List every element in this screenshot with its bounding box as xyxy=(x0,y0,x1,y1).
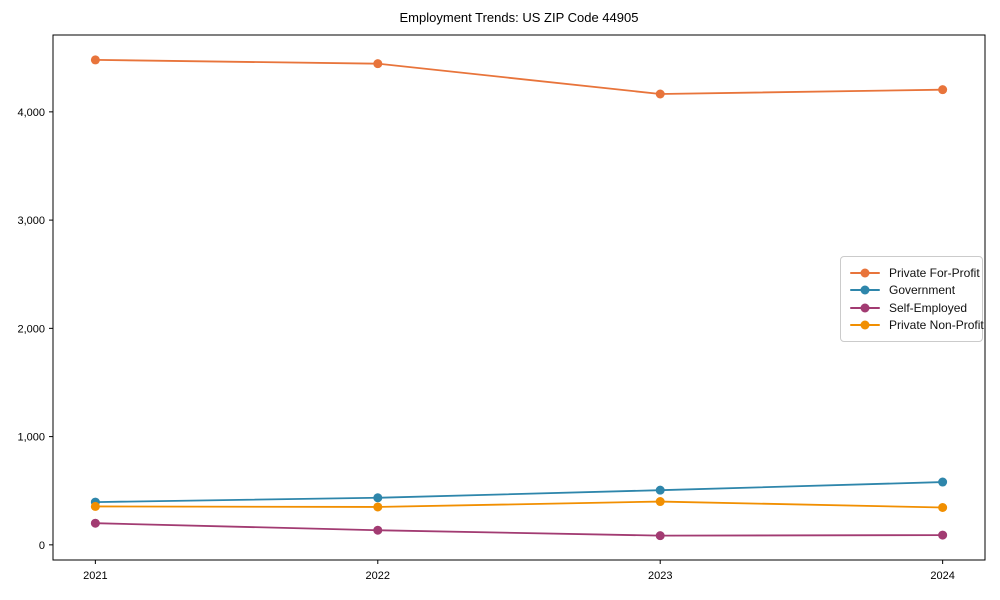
y-tick-label: 2,000 xyxy=(17,323,45,335)
x-tick-label: 2023 xyxy=(648,570,672,582)
legend-label: Self-Employed xyxy=(889,300,968,315)
legend-item: Private Non-Profit xyxy=(850,317,984,335)
x-tick-label: 2022 xyxy=(366,570,390,582)
marker-government xyxy=(655,485,665,495)
marker-government xyxy=(373,493,383,503)
line-private-for-profit xyxy=(95,58,943,95)
x-tick-label: 2024 xyxy=(930,570,954,582)
marker-self-employed xyxy=(938,530,948,540)
marker-private-non-profit xyxy=(90,501,100,511)
legend-label: Private Non-Profit xyxy=(889,318,984,333)
legend-line-marker-icon xyxy=(850,320,880,330)
line-government xyxy=(95,481,943,503)
y-tick-label: 0 xyxy=(39,540,45,552)
legend-item: Private For-Profit xyxy=(850,264,980,282)
legend-label: Government xyxy=(889,283,956,298)
plot-frame xyxy=(52,34,986,561)
legend-line-marker-icon xyxy=(850,268,880,278)
legend: Private For-Profit Government Self-Employe… xyxy=(840,256,984,342)
line-self-employed xyxy=(95,522,943,537)
marker-private-for-profit xyxy=(373,59,383,69)
marker-private-for-profit xyxy=(655,89,665,99)
y-tick-label: 4,000 xyxy=(17,107,45,119)
chart-title: Employment Trends: US ZIP Code 44905 xyxy=(399,10,639,25)
legend-line-marker-icon xyxy=(850,303,880,313)
legend-label: Private For-Profit xyxy=(889,265,980,280)
marker-private-non-profit xyxy=(655,497,665,507)
y-tick-label: 3,000 xyxy=(17,215,45,227)
marker-private-for-profit xyxy=(938,85,948,95)
y-tick-label: 1,000 xyxy=(17,432,45,444)
marker-self-employed xyxy=(655,531,665,541)
marker-private-for-profit xyxy=(90,55,100,65)
legend-item: Self-Employed xyxy=(850,299,973,317)
line-private-non-profit xyxy=(95,500,943,509)
marker-private-non-profit xyxy=(373,502,383,512)
x-tick-label: 2021 xyxy=(83,570,107,582)
marker-self-employed xyxy=(373,525,383,535)
marker-self-employed xyxy=(90,518,100,528)
legend-item: Government xyxy=(850,282,973,300)
legend-line-marker-icon xyxy=(850,285,880,295)
marker-private-non-profit xyxy=(938,503,948,512)
marker-government xyxy=(938,477,948,487)
